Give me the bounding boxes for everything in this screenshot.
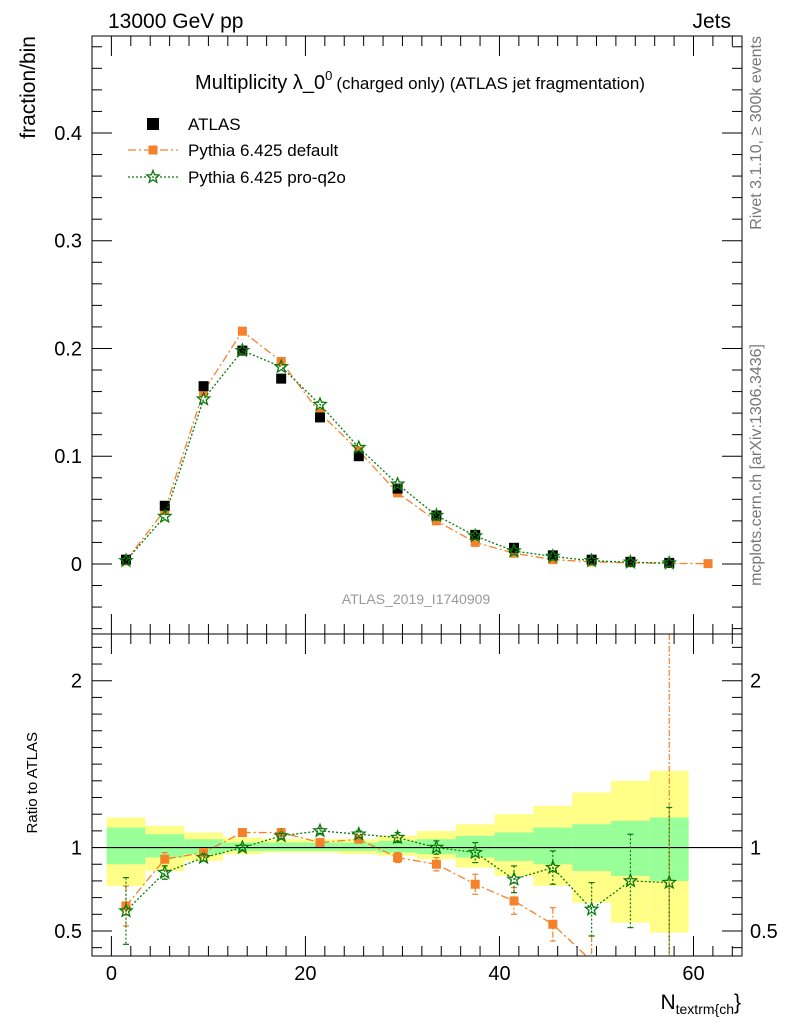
pythia-proq2o-ratio-point	[389, 829, 406, 845]
pythia-proq2o-point	[622, 553, 639, 569]
pythia-proq2o-point	[583, 552, 600, 568]
main-y-tick-label: 0.2	[54, 338, 82, 360]
band-inner	[145, 834, 185, 858]
ratio-plot-frame	[91, 633, 743, 957]
atlas-point	[509, 542, 520, 553]
ratio-y-tick-label: 1	[71, 838, 82, 860]
atlas-point	[470, 529, 481, 540]
pythia-proq2o-point	[312, 396, 328, 412]
main-y-tick-label: 0.4	[54, 123, 82, 145]
band-inner	[261, 842, 301, 851]
main-series	[118, 326, 713, 570]
process-label: Jets	[692, 10, 731, 33]
legend-label: Pythia 6.425 default	[188, 141, 339, 160]
pythia-proq2o-point	[156, 508, 173, 524]
pythia-proq2o-point	[118, 552, 134, 568]
legend: ATLAS Pythia 6.425 default Pythia 6.425 pr…	[128, 115, 346, 187]
ratio-uncertainty-bands	[92, 770, 742, 933]
band-inner	[106, 827, 146, 865]
pythia-proq2o-point	[506, 542, 522, 558]
pythia-proq2o-point	[195, 390, 212, 406]
main-title: Multiplicity λ_00 (charged only) (ATLAS j…	[195, 68, 645, 94]
pythia-proq2o-point	[273, 358, 290, 374]
main-title-main: Multiplicity λ_0	[195, 72, 325, 94]
ratio-plot: 0.5 0.5 1 1 2 2 0 20 40 60 Ratio to ATLAS Ntextr…	[24, 633, 778, 1017]
pythia-default-ratio-point	[470, 879, 480, 889]
pythia-default-ratio-point	[160, 854, 170, 864]
x-tick-label: 0	[106, 963, 117, 985]
legend-label: ATLAS	[188, 115, 241, 134]
ratio-y-tick-label: 0.5	[54, 921, 82, 943]
pythia-proq2o-point	[389, 475, 406, 491]
pythia-default-ratio-point	[431, 859, 441, 869]
ratio-y-tick-label-right: 1	[750, 838, 761, 860]
mcplots-label: mcplots.cern.ch [arXiv:1306.3436]	[748, 344, 765, 586]
ratio-y-label: Ratio to ATLAS	[24, 732, 41, 833]
x-tick-label: 20	[294, 963, 316, 985]
atlas-point	[392, 483, 403, 494]
pythia-default-point	[237, 326, 247, 336]
main-y-label: fraction/bin	[17, 36, 40, 139]
x-axis-label: Ntextrm{ch}	[660, 991, 741, 1017]
ratio-y-tick-label-right: 0.5	[750, 921, 778, 943]
main-plot: 00.10.20.30.4 Multiplicity λ_00 (charged …	[17, 35, 743, 635]
analysis-watermark: ATLAS_2019_I1740909	[342, 591, 491, 607]
legend-marker-pythia-default	[148, 145, 158, 155]
pythia-default-point	[470, 537, 480, 547]
ratio-y-axis: 0.5 0.5 1 1 2 2	[54, 646, 778, 949]
atlas-point	[547, 550, 558, 561]
main-y-axis: 0 0.1 0.2 0.3 0.4	[54, 46, 742, 630]
pythia-proq2o-ratio-point	[544, 859, 561, 875]
band-inner	[494, 832, 534, 861]
pythia-default-point	[431, 516, 441, 526]
pythia-proq2o-point	[467, 527, 484, 543]
pythia-proq2o-point	[661, 554, 678, 570]
x-tick-label: 40	[488, 963, 510, 985]
atlas-point	[276, 373, 287, 384]
pythia-proq2o-point	[234, 342, 251, 358]
x-axis-label-sub: textrm{ch	[676, 1001, 734, 1017]
legend-marker-atlas	[147, 118, 159, 130]
band-inner	[378, 840, 417, 853]
band-inner	[339, 842, 379, 851]
legend-label: Pythia 6.425 pro-q2o	[188, 168, 346, 187]
main-x-axis	[91, 36, 733, 634]
main-title-sup: 0	[325, 68, 332, 83]
pythia-proq2o-point	[544, 548, 561, 564]
rivet-label: Rivet 3.1.10, ≥ 300k events	[748, 36, 765, 230]
energy-label: 13000 GeV pp	[108, 10, 243, 33]
band-inner	[533, 827, 573, 865]
ratio-y-tick-label: 2	[71, 671, 82, 693]
x-tick-label: 60	[682, 963, 704, 985]
atlas-point	[664, 557, 675, 568]
atlas-point	[314, 412, 325, 423]
ratio-series	[118, 634, 678, 956]
pythia-proq2o-line	[125, 349, 670, 564]
legend-marker-pythia-proq2o	[145, 168, 161, 184]
atlas-point	[353, 451, 364, 462]
pythia-proq2o-point	[350, 439, 367, 455]
atlas-point	[159, 500, 170, 511]
main-title-rest: (charged only) (ATLAS jet fragmentation)	[336, 74, 645, 93]
pythia-default-point	[703, 559, 713, 569]
pythia-default-line	[125, 330, 709, 565]
ratio-x-axis: 0 20 40 60	[91, 634, 733, 985]
x-axis-label-tail: }	[734, 991, 741, 1014]
main-y-tick-label: 0.3	[54, 231, 82, 253]
main-y-tick-label: 0.1	[54, 446, 82, 468]
atlas-point	[586, 554, 597, 565]
atlas-point	[198, 381, 209, 392]
atlas-point	[120, 554, 131, 565]
pythia-proq2o-point	[428, 507, 445, 523]
main-y-tick-label: 0	[71, 554, 82, 576]
ratio-y-tick-label-right: 2	[750, 671, 761, 693]
band-inner	[184, 839, 223, 855]
x-axis-label-main: N	[660, 991, 675, 1014]
